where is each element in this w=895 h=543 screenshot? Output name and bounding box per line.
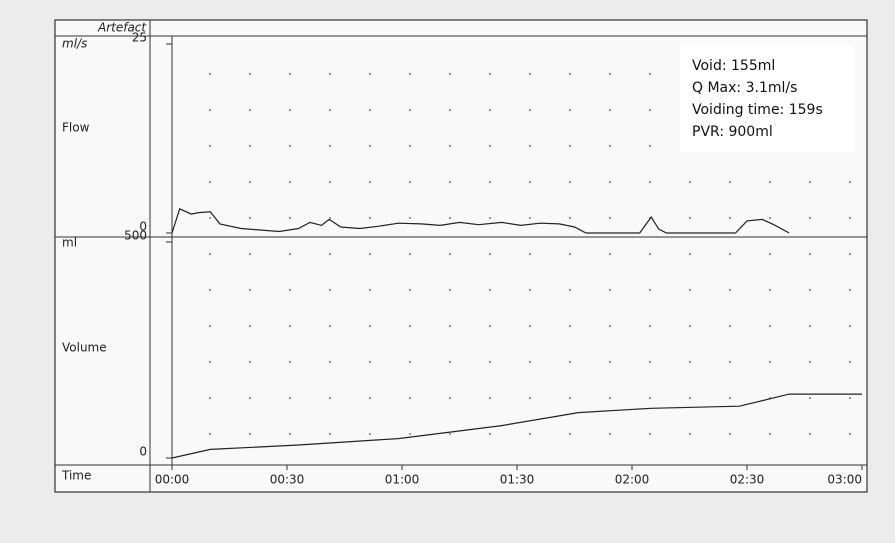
x-tick-label: 03:00 bbox=[827, 473, 862, 487]
summary-text: PVR: 900ml bbox=[692, 124, 773, 140]
artefact-label: Artefact bbox=[97, 21, 147, 35]
x-tick-label: 01:30 bbox=[500, 473, 535, 487]
x-axis-label: Time bbox=[61, 469, 91, 483]
summary-text: Void: 155ml bbox=[692, 58, 775, 74]
data-line bbox=[171, 207, 790, 234]
y-tick-label: 0 bbox=[139, 220, 147, 234]
x-tick-label: 01:00 bbox=[385, 473, 420, 487]
axis-label: Flow bbox=[62, 121, 90, 135]
summary-text: Q Max: 3.1ml/s bbox=[692, 80, 797, 96]
x-tick-label: 02:30 bbox=[730, 473, 765, 487]
unit-label: ml/s bbox=[62, 37, 87, 51]
y-tick-label: 25 bbox=[132, 31, 147, 45]
summary-text: Voiding time: 159s bbox=[692, 102, 823, 118]
data-line bbox=[171, 393, 862, 459]
y-tick-label: 500 bbox=[124, 229, 147, 243]
x-tick-label: 02:00 bbox=[615, 473, 650, 487]
summary-box bbox=[680, 44, 855, 152]
x-tick-label: 00:30 bbox=[270, 473, 305, 487]
unit-label: ml bbox=[62, 236, 77, 250]
y-tick-label: 0 bbox=[139, 445, 147, 459]
x-tick-label: 00:00 bbox=[155, 473, 190, 487]
axis-label: Volume bbox=[62, 341, 107, 355]
